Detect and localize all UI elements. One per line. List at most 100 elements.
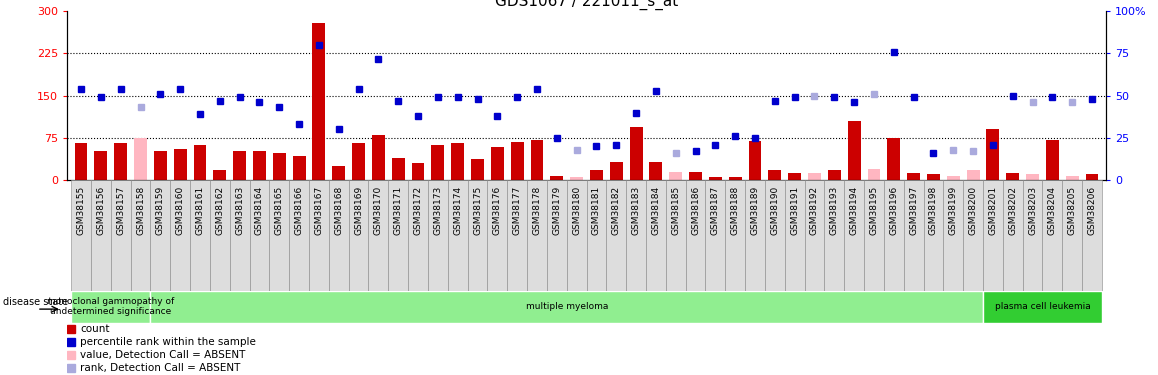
Text: GSM38182: GSM38182 bbox=[611, 186, 621, 235]
Text: multiple myeloma: multiple myeloma bbox=[526, 302, 608, 311]
Text: value, Detection Call = ABSENT: value, Detection Call = ABSENT bbox=[80, 350, 245, 360]
Bar bbox=[844, 180, 864, 291]
Bar bbox=[249, 180, 270, 291]
Text: GSM38177: GSM38177 bbox=[513, 186, 521, 235]
Text: GSM38183: GSM38183 bbox=[631, 186, 640, 235]
Bar bbox=[293, 156, 306, 180]
Bar bbox=[669, 172, 682, 180]
Bar bbox=[131, 180, 151, 291]
Bar bbox=[448, 180, 468, 291]
Bar bbox=[867, 169, 880, 180]
Bar bbox=[1006, 173, 1019, 180]
Bar bbox=[471, 159, 484, 180]
Bar bbox=[313, 22, 325, 180]
Text: GSM38168: GSM38168 bbox=[335, 186, 343, 235]
Bar bbox=[808, 173, 821, 180]
Text: GSM38202: GSM38202 bbox=[1009, 186, 1017, 234]
Bar bbox=[372, 135, 384, 180]
Bar bbox=[630, 127, 643, 180]
Text: GSM38196: GSM38196 bbox=[889, 186, 899, 235]
Text: GSM38172: GSM38172 bbox=[413, 186, 423, 235]
Text: GSM38204: GSM38204 bbox=[1048, 186, 1057, 234]
Bar bbox=[626, 180, 646, 291]
Bar bbox=[828, 170, 841, 180]
Bar bbox=[1065, 176, 1078, 180]
Title: GDS1067 / 221011_s_at: GDS1067 / 221011_s_at bbox=[494, 0, 679, 10]
Bar bbox=[352, 144, 365, 180]
Bar bbox=[511, 142, 523, 180]
Bar bbox=[709, 177, 721, 180]
Bar bbox=[530, 140, 543, 180]
Bar bbox=[432, 145, 445, 180]
Bar bbox=[789, 173, 801, 180]
Text: GSM38188: GSM38188 bbox=[731, 186, 740, 235]
Text: GSM38206: GSM38206 bbox=[1087, 186, 1097, 235]
Bar bbox=[566, 180, 586, 291]
Text: GSM38171: GSM38171 bbox=[394, 186, 403, 235]
Text: GSM38195: GSM38195 bbox=[870, 186, 879, 235]
Bar bbox=[134, 138, 147, 180]
Bar bbox=[1023, 180, 1042, 291]
Bar bbox=[650, 162, 662, 180]
Bar bbox=[115, 144, 127, 180]
Text: GSM38166: GSM38166 bbox=[294, 186, 303, 235]
Bar bbox=[290, 180, 309, 291]
Text: GSM38162: GSM38162 bbox=[215, 186, 225, 235]
Bar bbox=[193, 145, 206, 180]
Bar bbox=[646, 180, 666, 291]
Bar bbox=[507, 180, 527, 291]
Text: GSM38158: GSM38158 bbox=[135, 186, 145, 235]
Bar bbox=[74, 144, 88, 180]
Bar bbox=[270, 180, 290, 291]
Text: GSM38180: GSM38180 bbox=[572, 186, 581, 235]
Bar bbox=[745, 180, 765, 291]
Bar bbox=[468, 180, 488, 291]
Bar bbox=[547, 180, 566, 291]
Bar bbox=[550, 176, 563, 180]
Bar bbox=[252, 151, 266, 180]
Bar bbox=[805, 180, 824, 291]
Text: GSM38155: GSM38155 bbox=[76, 186, 86, 235]
Text: GSM38163: GSM38163 bbox=[235, 186, 244, 235]
Text: GSM38186: GSM38186 bbox=[691, 186, 701, 235]
Bar bbox=[491, 147, 504, 180]
Bar bbox=[610, 162, 623, 180]
Text: GSM38175: GSM38175 bbox=[472, 186, 482, 235]
Bar bbox=[71, 180, 91, 291]
Bar bbox=[273, 153, 286, 180]
Bar bbox=[408, 180, 428, 291]
Text: GSM38187: GSM38187 bbox=[711, 186, 720, 235]
Text: rank, Detection Call = ABSENT: rank, Detection Call = ABSENT bbox=[80, 363, 241, 374]
Bar bbox=[452, 144, 464, 180]
Bar bbox=[884, 180, 903, 291]
Bar bbox=[705, 180, 725, 291]
Text: GSM38178: GSM38178 bbox=[533, 186, 542, 235]
Bar bbox=[907, 173, 921, 180]
Text: GSM38185: GSM38185 bbox=[672, 186, 680, 235]
Bar bbox=[111, 180, 131, 291]
Bar bbox=[769, 170, 782, 180]
Bar bbox=[586, 180, 607, 291]
Bar bbox=[725, 180, 745, 291]
Bar bbox=[428, 180, 448, 291]
Text: GSM38191: GSM38191 bbox=[790, 186, 799, 235]
Bar bbox=[689, 172, 702, 180]
Bar bbox=[748, 141, 762, 180]
Bar bbox=[368, 180, 388, 291]
Bar bbox=[1082, 180, 1102, 291]
Bar bbox=[607, 180, 626, 291]
Text: GSM38179: GSM38179 bbox=[552, 186, 562, 235]
Bar bbox=[332, 166, 345, 180]
Bar bbox=[71, 291, 151, 322]
Text: GSM38157: GSM38157 bbox=[116, 186, 125, 235]
Bar bbox=[947, 176, 960, 180]
Text: GSM38200: GSM38200 bbox=[968, 186, 977, 235]
Bar bbox=[570, 177, 584, 180]
Text: GSM38190: GSM38190 bbox=[770, 186, 779, 235]
Bar bbox=[154, 151, 167, 180]
Bar bbox=[765, 180, 785, 291]
Text: disease state: disease state bbox=[3, 297, 68, 307]
Text: GSM38160: GSM38160 bbox=[176, 186, 184, 235]
Bar bbox=[1062, 180, 1082, 291]
Bar bbox=[864, 180, 884, 291]
